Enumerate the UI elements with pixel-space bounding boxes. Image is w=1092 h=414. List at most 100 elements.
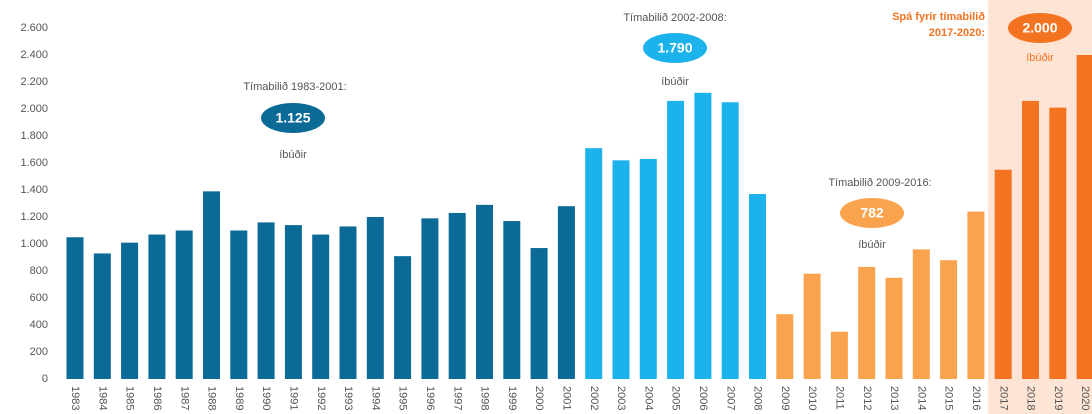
x-tick-label: 1984 bbox=[96, 386, 108, 410]
y-tick-label: 2.000 bbox=[20, 103, 48, 115]
x-tick-label: 2019 bbox=[1052, 386, 1064, 410]
y-tick-label: 2.600 bbox=[20, 22, 48, 34]
x-tick-label: 2017 bbox=[997, 386, 1009, 410]
x-tick-label: 2003 bbox=[615, 386, 627, 410]
bar bbox=[694, 92, 712, 380]
annotation-badge bbox=[261, 103, 325, 133]
bar bbox=[148, 234, 166, 379]
bar bbox=[339, 226, 357, 379]
x-tick-label: 2001 bbox=[560, 386, 572, 410]
bar bbox=[257, 222, 275, 379]
x-tick-label: 1992 bbox=[315, 386, 327, 410]
x-tick-label: 2009 bbox=[779, 386, 791, 410]
y-tick-label: 2.200 bbox=[20, 76, 48, 88]
bar bbox=[421, 218, 439, 379]
y-tick-label: 1.000 bbox=[20, 238, 48, 250]
annotation-value: 1.125 bbox=[275, 110, 310, 126]
annotation-unit: íbúðir bbox=[279, 149, 307, 161]
x-tick-label: 2012 bbox=[861, 386, 873, 410]
x-tick-label: 1983 bbox=[69, 386, 81, 410]
bar bbox=[612, 160, 630, 379]
x-tick-label: 2004 bbox=[642, 386, 654, 410]
annotation-value: 2.000 bbox=[1022, 20, 1057, 36]
x-tick-label: 1990 bbox=[260, 386, 272, 410]
bar bbox=[1022, 100, 1039, 380]
bar bbox=[394, 256, 412, 379]
bar bbox=[912, 249, 930, 379]
bar bbox=[1049, 107, 1067, 380]
x-tick-label: 2020 bbox=[1079, 386, 1091, 410]
bar bbox=[1076, 55, 1092, 379]
x-tick-label: 2002 bbox=[588, 386, 600, 410]
x-tick-label: 1991 bbox=[287, 386, 299, 410]
bar bbox=[230, 230, 248, 379]
x-tick-label: 2011 bbox=[833, 386, 845, 410]
bar bbox=[858, 266, 876, 379]
annotation-unit: íbúðir bbox=[1026, 52, 1054, 64]
bar bbox=[66, 237, 84, 379]
bar bbox=[476, 204, 493, 379]
bar bbox=[749, 194, 766, 379]
y-tick-label: 800 bbox=[30, 265, 48, 277]
x-tick-label: 2000 bbox=[533, 386, 545, 410]
annotation-title: 2017-2020: bbox=[929, 27, 985, 39]
x-tick-label: 2005 bbox=[670, 386, 682, 410]
bar bbox=[175, 230, 193, 379]
bar bbox=[940, 260, 958, 379]
bar bbox=[667, 100, 685, 380]
y-tick-label: 1.800 bbox=[20, 130, 48, 142]
annotation-badge bbox=[643, 33, 707, 63]
bar bbox=[366, 217, 384, 379]
annotation-unit: íbúðir bbox=[661, 76, 689, 88]
x-tick-label: 2018 bbox=[1025, 386, 1037, 410]
x-tick-label: 1986 bbox=[151, 386, 163, 410]
x-tick-label: 2013 bbox=[888, 386, 900, 410]
bar bbox=[503, 221, 521, 379]
bar bbox=[93, 253, 111, 379]
bar bbox=[448, 212, 466, 379]
bar bbox=[830, 331, 848, 379]
x-tick-label: 2007 bbox=[724, 386, 736, 410]
bar bbox=[284, 225, 302, 379]
x-tick-label: 1985 bbox=[124, 386, 136, 410]
x-tick-label: 2010 bbox=[806, 386, 818, 410]
x-tick-label: 1994 bbox=[369, 386, 381, 410]
x-tick-label: 1996 bbox=[424, 386, 436, 410]
annotation-badge bbox=[840, 198, 904, 228]
x-tick-label: 1999 bbox=[506, 386, 518, 410]
x-tick-label: 2008 bbox=[752, 386, 764, 410]
bar bbox=[639, 158, 657, 379]
bar bbox=[203, 191, 220, 379]
annotation-title: Tímabilið 2009-2016: bbox=[828, 177, 931, 189]
bar bbox=[803, 273, 821, 379]
y-tick-label: 400 bbox=[30, 319, 48, 331]
bar bbox=[721, 102, 739, 379]
y-tick-label: 1.600 bbox=[20, 157, 48, 169]
x-tick-label: 1987 bbox=[178, 386, 190, 410]
y-tick-label: 2.400 bbox=[20, 49, 48, 61]
x-tick-label: 1988 bbox=[206, 386, 218, 410]
x-tick-label: 2014 bbox=[915, 386, 927, 410]
x-tick-label: 2016 bbox=[970, 386, 982, 410]
annotation-unit: íbúðir bbox=[858, 239, 886, 251]
y-tick-label: 200 bbox=[30, 346, 48, 358]
annotation-badge bbox=[1008, 13, 1072, 43]
y-tick-label: 600 bbox=[30, 292, 48, 304]
annotation-value: 782 bbox=[860, 205, 884, 221]
bar bbox=[312, 234, 330, 379]
x-tick-label: 1993 bbox=[342, 386, 354, 410]
bar bbox=[885, 277, 903, 379]
bar bbox=[121, 242, 139, 379]
y-tick-label: 1.200 bbox=[20, 211, 48, 223]
x-tick-label: 2006 bbox=[697, 386, 709, 410]
annotation-value: 1.790 bbox=[657, 40, 692, 56]
x-tick-label: 1989 bbox=[233, 386, 245, 410]
annotation-title: Spá fyrir tímabilið bbox=[892, 11, 985, 23]
bar bbox=[557, 206, 575, 379]
bar bbox=[994, 169, 1012, 379]
annotation-title: Tímabilið 2002-2008: bbox=[623, 12, 726, 24]
y-tick-label: 1.400 bbox=[20, 184, 48, 196]
bar bbox=[530, 248, 548, 379]
x-tick-label: 2015 bbox=[943, 386, 955, 410]
